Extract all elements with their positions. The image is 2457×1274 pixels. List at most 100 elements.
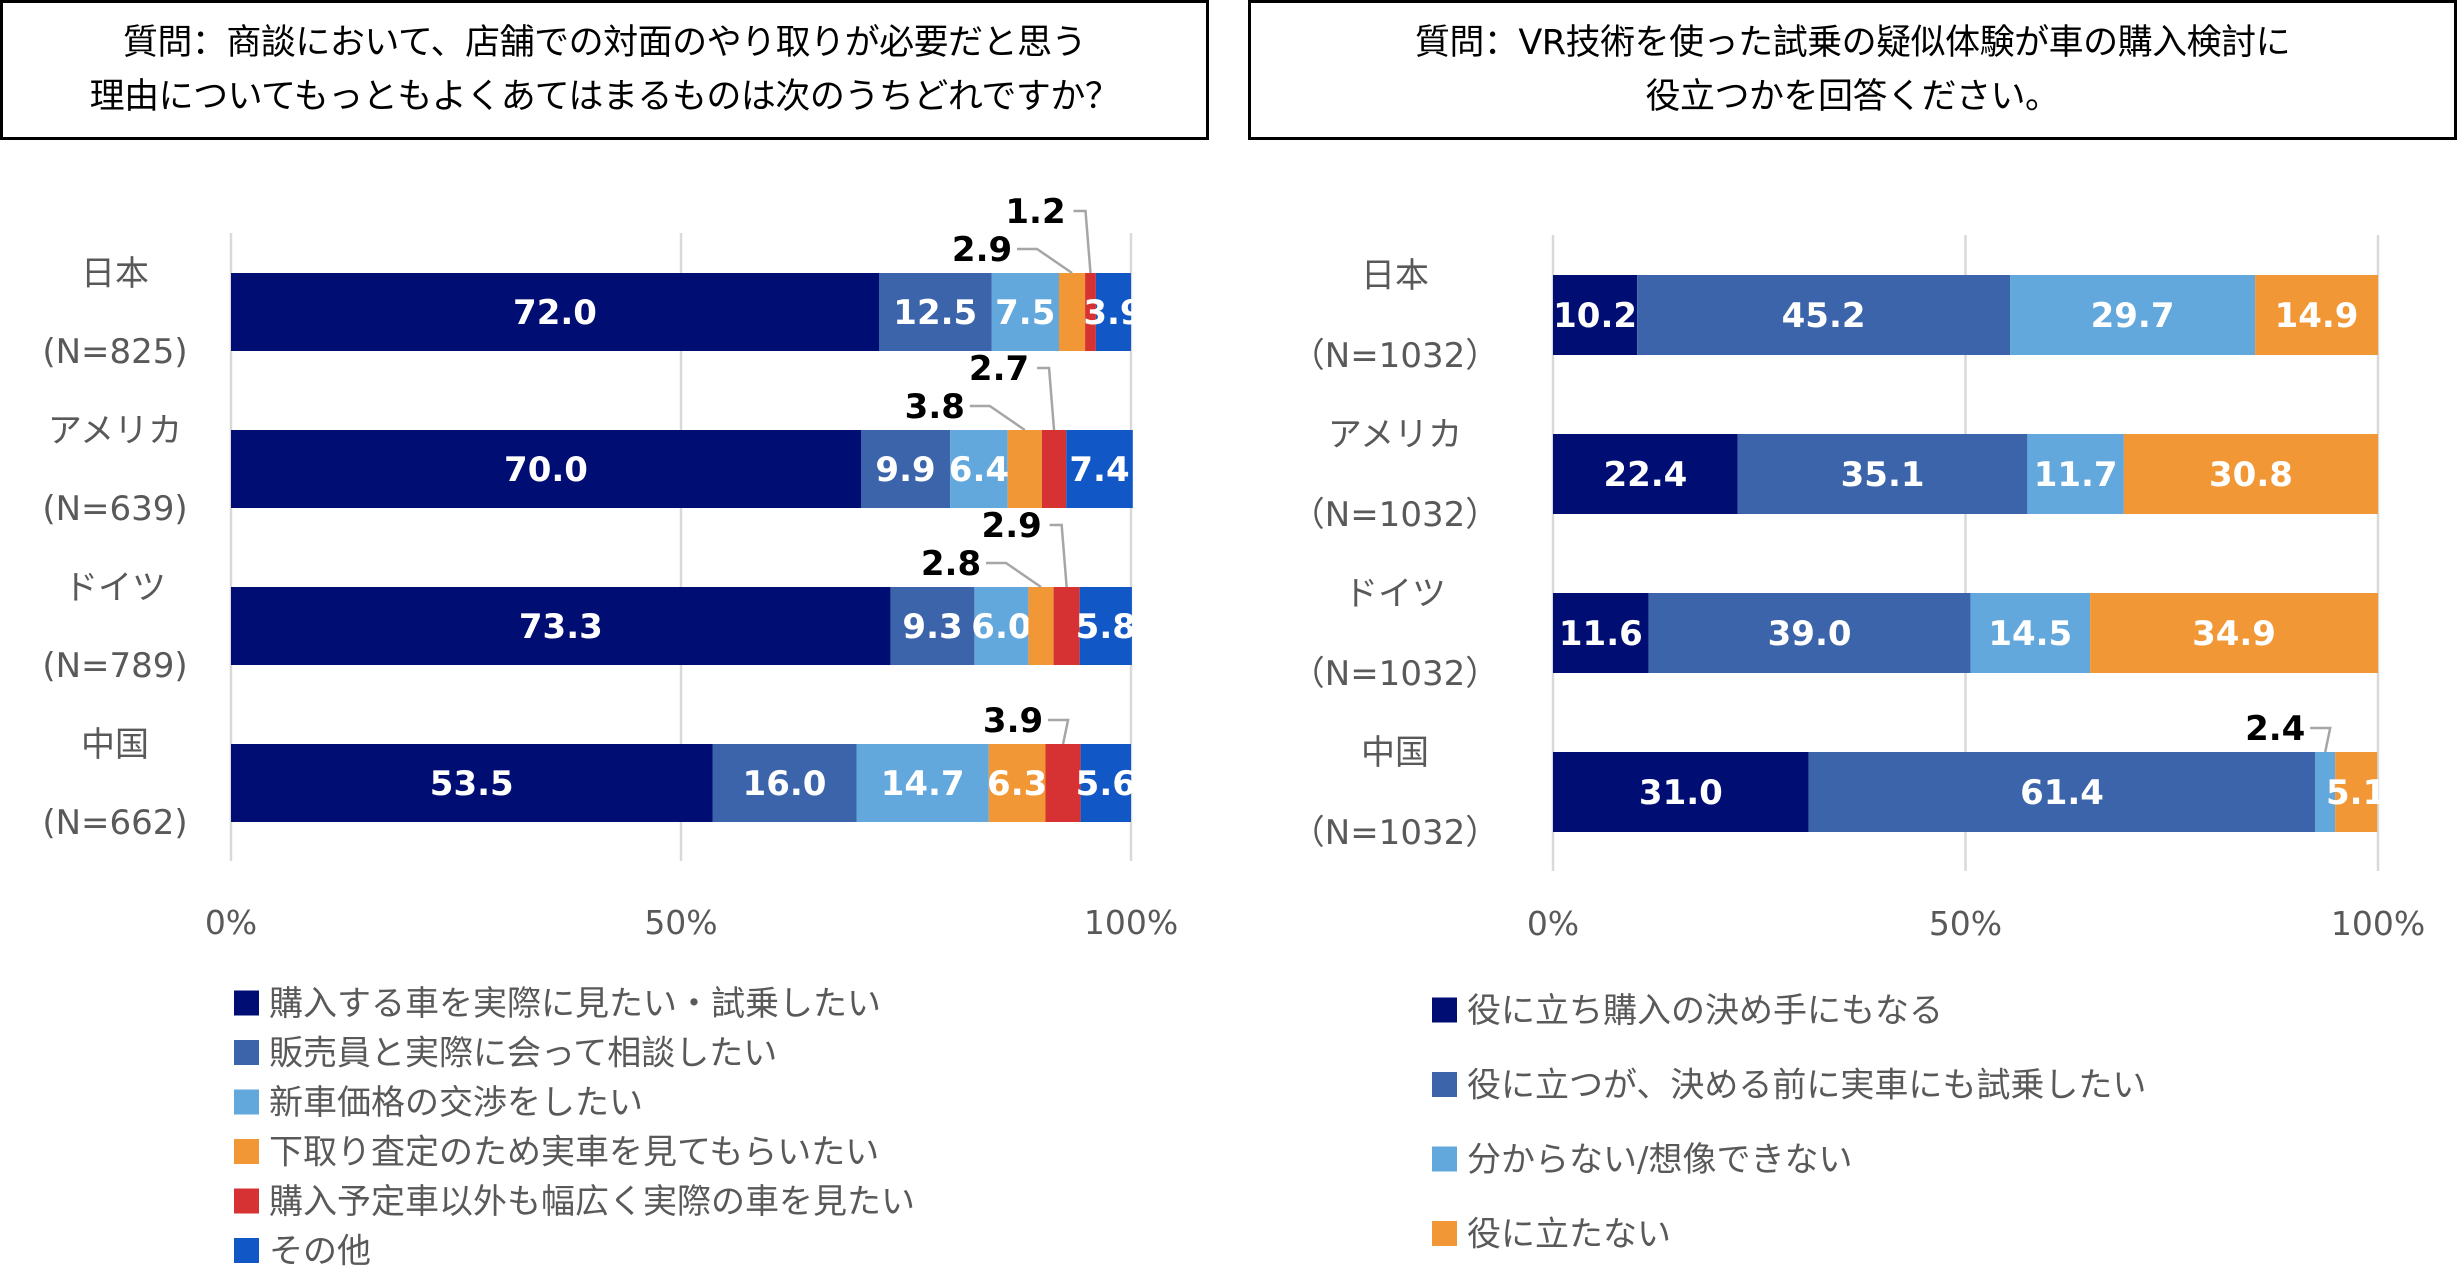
- left-bar-segment: [950, 430, 1008, 508]
- left-leader-line: [1017, 247, 1073, 275]
- right-bar-segment: [1808, 752, 2316, 832]
- right-legend-label: 役に立ち購入の決め手にもなる: [1467, 991, 1943, 1031]
- left-leader-line: [1037, 366, 1056, 431]
- right-category-label: ドイツ: [1344, 574, 1446, 614]
- left-data-label: 16.0: [743, 764, 827, 804]
- left-legend-swatch: [234, 1188, 259, 1214]
- left-title-line-2: 理由についてもっともよくあてはまるものは次のうちどれですか？: [89, 77, 1120, 117]
- right-data-label: 14.9: [2275, 296, 2359, 336]
- left-bar-segment: [231, 587, 891, 665]
- left-data-label: 2.7: [969, 349, 1029, 389]
- right-data-label: 35.1: [1841, 455, 1925, 495]
- right-bar-segment: [1737, 434, 2028, 514]
- left-legend-label: 販売員と実際に会って相談したい: [269, 1034, 777, 1074]
- left-bar-segment: [974, 587, 1029, 665]
- left-question-title: 質問：商談において、店舗での対面のやり取りが必要だと思う 理由についてもっともよ…: [0, 0, 1209, 140]
- right-leader-line: [2310, 726, 2332, 753]
- left-data-label: 72.0: [513, 293, 597, 333]
- left-data-label: 9.3: [902, 607, 962, 647]
- right-legend-swatch: [1432, 1146, 1457, 1172]
- right-bar-segment: [1648, 593, 1971, 673]
- right-bar-segment: [1970, 593, 2091, 673]
- right-legend-label: 分からない/想像できない: [1467, 1140, 1852, 1180]
- right-bar-segment: [2255, 275, 2378, 355]
- right-bar-segment: [1553, 275, 1638, 355]
- right-data-label: 10.2: [1553, 296, 1637, 336]
- left-legend-swatch: [234, 1089, 259, 1115]
- left-category-label: 中国: [81, 725, 149, 765]
- left-legend-label: その他: [269, 1232, 371, 1272]
- left-data-label: 2.8: [921, 544, 981, 584]
- right-bar-segment: [2027, 434, 2124, 514]
- right-legend-swatch: [1432, 1072, 1457, 1097]
- left-bar-segment: [991, 273, 1059, 351]
- left-bar-segment: [1085, 273, 1096, 351]
- left-leader-line: [1049, 523, 1068, 588]
- left-data-label: 53.5: [430, 764, 514, 804]
- right-bar-segment: [2315, 752, 2336, 832]
- left-bar-segment: [1007, 430, 1042, 508]
- left-category-n: (N=825): [42, 332, 187, 372]
- left-bar-segment: [1066, 430, 1133, 508]
- left-data-label: 3.9: [983, 701, 1043, 741]
- right-category-label: アメリカ: [1328, 415, 1462, 455]
- right-data-label: 34.9: [2192, 614, 2276, 654]
- left-data-label: 73.3: [519, 607, 603, 647]
- right-data-label: 11.7: [2034, 455, 2118, 495]
- right-category-label: 日本: [1361, 256, 1429, 296]
- left-leader-line: [1048, 718, 1070, 745]
- left-x-tick-label: 100%: [1084, 903, 1178, 942]
- left-legend-label: 購入する車を実際に見たい・試乗したい: [269, 984, 881, 1024]
- left-bar-segment: [861, 430, 951, 508]
- left-category-label: アメリカ: [48, 411, 182, 451]
- left-data-label: 9.9: [875, 450, 935, 490]
- left-data-label: 2.9: [982, 506, 1042, 546]
- left-bar-segment: [712, 744, 857, 822]
- left-category-n: (N=662): [42, 803, 187, 843]
- right-data-label: 39.0: [1768, 614, 1852, 654]
- right-title-line-2: 役立つかを回答ください。: [1645, 77, 2060, 117]
- right-bar-segment: [2123, 434, 2378, 514]
- right-data-label: 31.0: [1639, 773, 1723, 813]
- left-bar-segment: [890, 587, 975, 665]
- left-bar-segment: [1059, 273, 1086, 351]
- left-category-n: (N=789): [42, 646, 187, 686]
- right-data-label: 22.4: [1603, 455, 1687, 495]
- left-category-label: ドイツ: [64, 568, 166, 608]
- left-x-tick-label: 0%: [205, 903, 257, 942]
- left-data-label: 6.0: [971, 607, 1031, 647]
- left-bar-segment: [1028, 587, 1054, 665]
- right-bar-segment: [1553, 434, 1738, 514]
- right-data-label: 5.1: [2326, 773, 2386, 813]
- right-legend-label: 役に立たない: [1467, 1215, 1671, 1255]
- left-category-n: (N=639): [42, 489, 187, 529]
- left-legend-label: 新車価格の交渉をしたい: [269, 1083, 643, 1123]
- left-legend-swatch: [234, 1238, 259, 1263]
- right-data-label: 29.7: [2091, 296, 2175, 336]
- left-leader-line: [1073, 209, 1092, 274]
- left-data-label: 7.4: [1069, 450, 1129, 490]
- right-bar-segment: [2335, 752, 2378, 832]
- right-data-label: 14.5: [1988, 614, 2072, 654]
- right-category-label: 中国: [1361, 733, 1429, 773]
- right-bar-segment: [2090, 593, 2378, 673]
- left-data-label: 2.9: [952, 230, 1012, 270]
- left-bar-segment: [1079, 587, 1132, 665]
- left-data-label: 14.7: [881, 764, 965, 804]
- right-legend-label: 役に立つが、決める前に実車にも試乗したい: [1467, 1066, 2146, 1106]
- left-bar-segment: [856, 744, 989, 822]
- right-bar-segment: [2010, 275, 2256, 355]
- right-category-n: （N=1032）: [1291, 495, 1499, 535]
- left-bar-segment: [1045, 744, 1081, 822]
- left-leader-line: [986, 561, 1042, 589]
- left-bar-segment: [231, 273, 879, 351]
- left-data-label: 3.8: [905, 387, 965, 427]
- left-bar-segment: [231, 430, 861, 508]
- left-leader-line: [969, 404, 1026, 432]
- left-bar-segment: [1095, 273, 1131, 351]
- left-data-label: 12.5: [893, 293, 977, 333]
- left-bar-segment: [1080, 744, 1131, 822]
- right-bar-segment: [1553, 593, 1649, 673]
- left-data-label: 6.3: [987, 764, 1047, 804]
